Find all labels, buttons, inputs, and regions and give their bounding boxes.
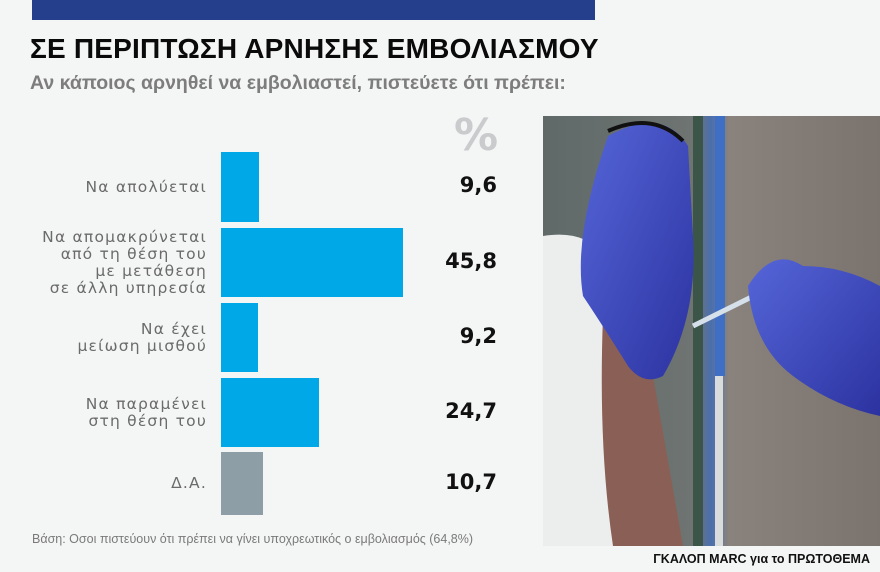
bar-label: Να παραμένει στη θέση του <box>85 394 207 430</box>
base-note: Βάση: Οσοι πιστεύουν ότι πρέπει να γίνει… <box>32 532 474 546</box>
bar-value: 9,6 <box>459 173 497 197</box>
bar-row: Να απολύεται 9,6 <box>0 152 540 222</box>
bar-value: 24,7 <box>445 398 497 423</box>
source-credit: ΓΚΑΛΟΠ MARC για το ΠΡΩΤΟΘΕΜΑ <box>653 552 870 566</box>
bar <box>221 152 260 222</box>
bar-label-line: Να απολύεται <box>85 177 207 196</box>
bar-label: Να απολύεται <box>85 177 208 196</box>
chart-subtitle: Αν κάποιος αρνηθεί να εμβολιαστεί, πιστε… <box>30 72 566 94</box>
bar <box>221 378 320 447</box>
bar-label-line: Να παραμένει <box>85 394 207 413</box>
bar-label-line: Να έχει <box>140 319 207 338</box>
bar-row: Να έχει μείωση μισθού 9,2 <box>0 303 540 372</box>
bar-label: Να απομακρύνεται από τη θέση του με μετάθε… <box>42 227 207 297</box>
bar-value: 45,8 <box>445 248 497 273</box>
bar <box>221 228 403 297</box>
bar-value: 10,7 <box>445 469 497 494</box>
bar-value: 9,2 <box>459 323 497 348</box>
vaccination-photo <box>543 116 880 546</box>
bar-row: Να απομακρύνεται από τη θέση του με μετάθε… <box>0 228 540 297</box>
bar-label-line: από τη θέση του <box>60 244 207 263</box>
bar-label: Δ.Α. <box>171 475 207 492</box>
bar-row: Να παραμένει στη θέση του 24,7 <box>0 378 540 447</box>
percent-unit-label: % <box>454 110 499 161</box>
vaccination-photo-illustration <box>543 116 880 546</box>
bar-label-line: μείωση μισθού <box>77 336 207 355</box>
bar-label-line: στη θέση του <box>88 411 207 430</box>
chart-title: ΣΕ ΠΕΡΙΠΤΩΣΗ ΑΡΝΗΣΗΣ ΕΜΒΟΛΙΑΣΜΟΥ <box>30 33 599 64</box>
bar <box>221 303 258 372</box>
bar-label-line: Να απομακρύνεται <box>42 227 207 246</box>
bar-label-line: με μετάθεση <box>95 261 207 280</box>
bar-row: Δ.Α. 10,7 <box>0 452 540 515</box>
header-bar <box>32 0 595 20</box>
bar-label-line: σε άλλη υπηρεσία <box>49 278 207 297</box>
bar-label-line: Δ.Α. <box>171 474 207 492</box>
bar <box>221 452 264 515</box>
bar-label: Να έχει μείωση μισθού <box>77 319 207 355</box>
